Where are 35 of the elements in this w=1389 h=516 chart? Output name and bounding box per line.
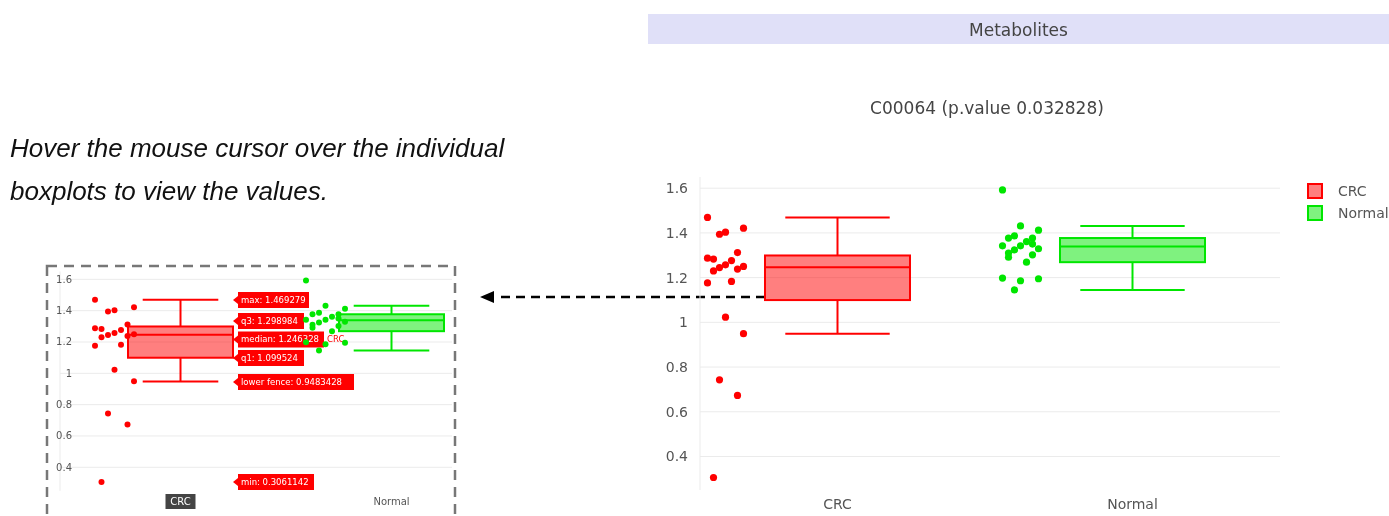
y-tick-label: 0.8 — [665, 358, 688, 375]
annotation: median: 1.246328 — [241, 334, 319, 345]
y-tick-label: 1.6 — [665, 180, 689, 197]
y-tick-label: 0.8 — [56, 399, 72, 411]
y-tick-label: 0.4 — [665, 448, 689, 465]
y-tick-label: 0.6 — [665, 403, 689, 420]
annotation: min: 0.3061142 — [241, 476, 309, 487]
hover-label: lower fence: 0.9483428 — [233, 374, 354, 390]
y-tick-label: 1.2 — [665, 269, 688, 286]
y-tick-label: 1.2 — [56, 336, 72, 348]
annotation: max: 1.469279 — [241, 294, 306, 305]
annotation: lower fence: 0.9483428 — [241, 376, 342, 387]
chart-title: Metabolites — [969, 19, 1069, 40]
chart-subtitle: C00064 (p.value 0.032828) — [870, 97, 1104, 118]
y-tick-label: 1.4 — [665, 224, 689, 241]
legend-label: Normal — [1338, 204, 1389, 221]
y-tick-label: 1.6 — [56, 273, 72, 285]
y-tick-label: 1.4 — [56, 305, 72, 317]
annotation: q3: 1.298984 — [241, 315, 298, 326]
y-tick-label: 0.6 — [56, 430, 72, 442]
y-tick-label: 1 — [65, 367, 72, 379]
hover-label: median: 1.246328 CRC — [233, 331, 345, 348]
hover-label: q3: 1.298984 — [233, 313, 304, 329]
x-tick-label: CRC — [823, 496, 853, 512]
y-tick-label: 1 — [679, 314, 688, 331]
text: Hover the mouse cursor over the individual boxplots to view the values. — [10, 133, 506, 206]
y-tick-label: 0.4 — [56, 461, 72, 473]
x-tick-label: Normal — [373, 496, 410, 507]
annotation: q1: 1.099524 — [241, 352, 298, 363]
legend-label: CRC — [1338, 182, 1367, 199]
hover-label: max: 1.469279 — [233, 292, 309, 308]
x-tick-label: CRC — [170, 496, 191, 507]
x-tick-label: Normal — [1107, 496, 1158, 512]
hover-label: min: 0.3061142 — [233, 474, 314, 490]
hover-label: q1: 1.099524 — [233, 350, 304, 366]
